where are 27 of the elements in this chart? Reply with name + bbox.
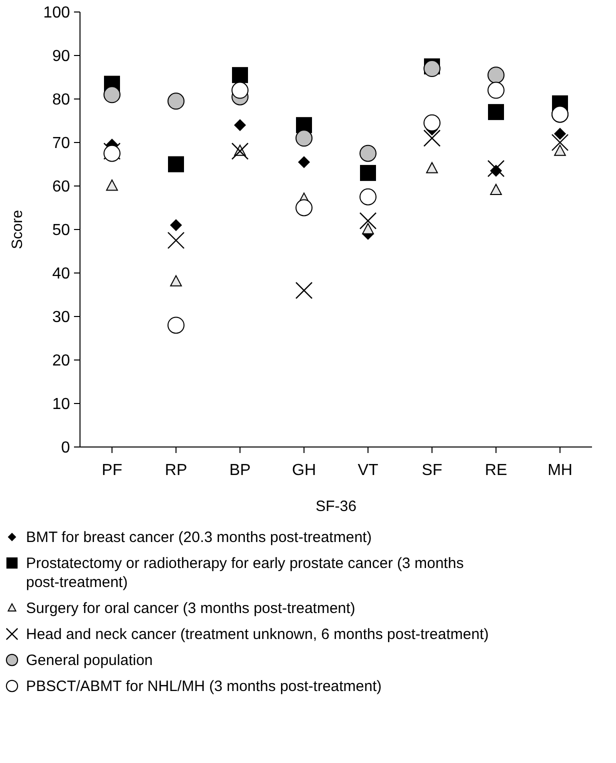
x-tick-label: PF bbox=[102, 462, 122, 479]
y-tick-label: 50 bbox=[52, 222, 70, 240]
y-tick-label: 30 bbox=[52, 309, 70, 326]
x-tick-label: RE bbox=[484, 462, 508, 479]
legend-label: General population bbox=[26, 652, 153, 669]
y-tick-label: 10 bbox=[52, 396, 70, 414]
x-tick-label: VT bbox=[358, 462, 378, 479]
y-axis-title: Score bbox=[9, 210, 26, 250]
legend-label: Surgery for oral cancer (3 months post-treatment) bbox=[26, 600, 356, 617]
legend-label: PBSCT/ABMT for NHL/MH (3 months post-treatment) bbox=[26, 678, 382, 695]
y-tick-label: 100 bbox=[43, 4, 70, 22]
y-tick-label: 60 bbox=[52, 178, 70, 196]
y-tick-label: 20 bbox=[52, 352, 70, 370]
x-tick-label: BP bbox=[229, 462, 251, 479]
y-tick-label: 70 bbox=[52, 135, 70, 152]
y-tick-label: 0 bbox=[61, 440, 70, 457]
x-tick-label: GH bbox=[292, 462, 316, 479]
y-tick-label: 80 bbox=[52, 92, 70, 109]
legend-label: Head and neck cancer (treatment unknown, 6 months post-treatment) bbox=[26, 626, 489, 643]
y-tick-label: 90 bbox=[52, 48, 70, 66]
legend-label: Prostatectomy or radiotherapy for early prostate cancer (3 months post-treatment) bbox=[26, 555, 464, 591]
x-axis-title: SF-36 bbox=[316, 498, 356, 515]
x-tick-label: MH bbox=[548, 462, 572, 479]
y-tick-label: 40 bbox=[52, 266, 70, 283]
legend-label: BMT for breast cancer (20.3 months post-treatment) bbox=[26, 529, 372, 546]
x-tick-label: SF bbox=[422, 462, 442, 479]
x-tick-label: RP bbox=[164, 462, 188, 479]
